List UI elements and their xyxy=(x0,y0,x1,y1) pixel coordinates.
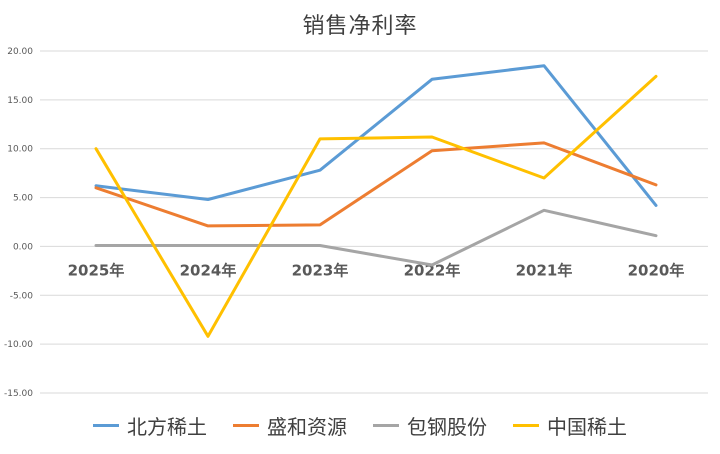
legend-label: 北方稀土 xyxy=(127,415,207,439)
series-line-2 xyxy=(94,141,658,228)
legend-swatch xyxy=(373,424,399,427)
y-tick-label: 10.00 xyxy=(7,145,33,155)
y-tick-label: -10.00 xyxy=(4,340,33,350)
x-tick-label: 2020年 xyxy=(628,261,685,279)
y-tick-label: 15.00 xyxy=(7,96,33,106)
y-tick-label: -15.00 xyxy=(4,389,33,399)
series-line-4 xyxy=(94,74,658,338)
series-line-3 xyxy=(94,208,658,267)
legend-swatch xyxy=(513,424,539,427)
chart-title: 销售净利率 xyxy=(302,14,418,39)
x-tick-label: 2022年 xyxy=(404,261,461,279)
x-tick-label: 2025年 xyxy=(68,261,125,279)
legend-item: 北方稀土 xyxy=(93,411,207,440)
series-line-1 xyxy=(94,64,658,207)
legend-item: 盛和资源 xyxy=(233,411,347,440)
legend-swatch xyxy=(93,424,119,427)
legend-label: 中国稀土 xyxy=(547,415,627,439)
legend-item: 包钢股份 xyxy=(373,411,487,440)
legend-label: 包钢股份 xyxy=(407,415,487,439)
legend-label: 盛和资源 xyxy=(267,415,347,439)
x-tick-label: 2024年 xyxy=(180,261,237,279)
legend-item: 中国稀土 xyxy=(513,411,627,440)
y-tick-label: 5.00 xyxy=(13,194,33,204)
y-tick-label: 20.00 xyxy=(7,47,33,57)
legend: 北方稀土 盛和资源 包钢股份 中国稀土 xyxy=(0,411,720,440)
x-tick-label: 2023年 xyxy=(292,261,349,279)
y-tick-label: -5.00 xyxy=(10,291,34,301)
x-tick-label: 2021年 xyxy=(516,261,573,279)
legend-swatch xyxy=(233,424,259,427)
y-tick-label: 0.00 xyxy=(13,242,33,252)
